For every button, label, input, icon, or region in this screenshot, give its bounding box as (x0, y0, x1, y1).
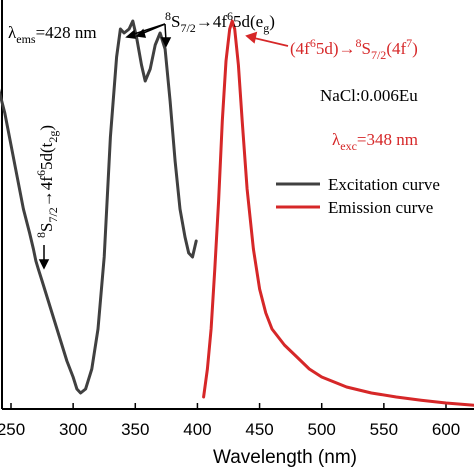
t2g-arrow-mark (38, 245, 50, 270)
t2g-s: S (37, 223, 56, 232)
plot-frame (1, 0, 474, 410)
annotation-exc: λexc=348 nm (332, 130, 418, 153)
exc-value: =348 nm (357, 130, 418, 149)
legend: Excitation curve Emission curve (276, 175, 440, 217)
legend-excitation-label: Excitation curve (328, 175, 440, 194)
x-tick-label: 250 (0, 420, 25, 439)
eg-close: ) (269, 12, 275, 31)
excitation-series-line (0, 19, 198, 395)
em-close: ) (412, 39, 418, 58)
x-axis-ticks: 250 300 350 400 450 500 550 600 (0, 403, 460, 439)
annotation-eg: 8S7/2→4f65d(eg) (165, 9, 275, 35)
em-arrow: → (339, 39, 356, 58)
eg-sup6: 6 (227, 9, 233, 23)
annotation-emission: (4f65d)→8S7/2(4f7) (290, 36, 418, 62)
x-tick-label: 300 (59, 420, 87, 439)
t2g-5d: 5d(t (37, 142, 56, 170)
eg-s: S (171, 12, 180, 31)
eg-arrows (125, 23, 172, 48)
eg-5d: 5d(e (233, 12, 263, 31)
em-s: S (362, 39, 371, 58)
exc-lambda: λ (332, 130, 341, 149)
series-group (0, 19, 474, 407)
x-tick-label: 350 (121, 420, 149, 439)
eg-sub: 7/2 (180, 21, 195, 35)
eg-sup8: 8 (165, 9, 171, 23)
t2g-sup6: 6 (34, 170, 48, 176)
svg-text:8S7/2→4f65d(t2g): 8S7/2→4f65d(t2g) (34, 125, 60, 238)
ems-lambda: λ (8, 23, 17, 42)
ems-value: =428 nm (36, 23, 97, 42)
em-sub: 7/2 (371, 48, 386, 62)
em-tail: (4f (386, 39, 406, 58)
emission-series-line (202, 19, 474, 407)
em-sup7: 7 (406, 36, 412, 50)
em-sup8: 8 (356, 36, 362, 50)
em-sup6: 6 (310, 36, 316, 50)
x-axis-label: Wavelength (nm) (213, 447, 357, 468)
em-open: (4f (290, 39, 310, 58)
x-tick-label: 600 (432, 420, 460, 439)
sample-label: NaCl:0.006Eu (320, 86, 418, 105)
t2g-arrow: →4f (37, 176, 56, 208)
x-tick-label: 400 (183, 420, 211, 439)
x-tick-label: 450 (245, 420, 273, 439)
legend-emission-label: Emission curve (328, 198, 433, 217)
annotation-t2g: 8S7/2→4f65d(t2g) (34, 125, 60, 238)
x-tick-label: 500 (308, 420, 336, 439)
t2g-sub: 7/2 (46, 207, 60, 222)
em-5d: 5d) (316, 39, 339, 58)
exc-sub: exc (340, 139, 357, 153)
emission-arrow (245, 31, 289, 47)
eg-arrow: →4f (196, 12, 228, 31)
x-tick-label: 550 (370, 420, 398, 439)
t2g-sub2g: 2g (46, 131, 60, 143)
ems-sub: ems (16, 32, 36, 46)
eg-g: g (263, 21, 269, 35)
annotation-ems: λems=428 nm (8, 23, 97, 46)
t2g-close: ) (37, 125, 56, 131)
t2g-sup8: 8 (34, 232, 48, 238)
